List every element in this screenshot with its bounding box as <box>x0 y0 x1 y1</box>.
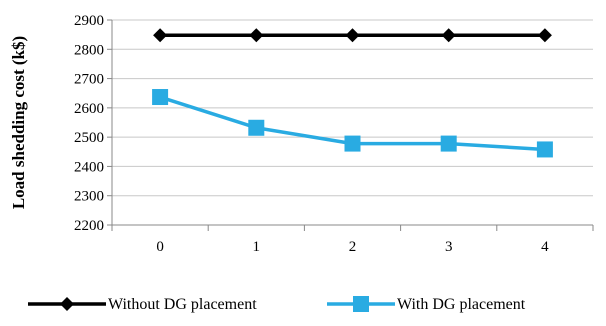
y-tick-label: 2600 <box>74 101 104 117</box>
axes <box>107 19 594 231</box>
x-tick-label: 2 <box>349 239 357 255</box>
gridlines <box>112 19 593 197</box>
x-tick-labels: 0 1 2 3 4 <box>156 239 549 255</box>
legend-marker <box>60 297 74 311</box>
data-point <box>441 28 456 43</box>
legend-item-1: With DG placement <box>327 296 526 313</box>
x-tick-label: 1 <box>253 239 261 255</box>
y-tick-label: 2800 <box>74 42 104 58</box>
x-tick-label: 3 <box>445 239 453 255</box>
y-tick-label: 2500 <box>74 130 104 146</box>
data-point <box>152 89 169 106</box>
y-tick-label: 2900 <box>74 13 104 29</box>
y-tick-label: 2400 <box>74 159 104 175</box>
legend-label: Without DG placement <box>108 296 257 313</box>
data-point <box>248 119 265 136</box>
legend-item-0: Without DG placement <box>28 296 257 313</box>
legend-marker <box>353 296 369 312</box>
data-point <box>440 135 457 152</box>
x-tick-label: 4 <box>541 239 549 255</box>
legend-label: With DG placement <box>397 296 526 313</box>
y-tick-label: 2700 <box>74 72 104 88</box>
data-point <box>345 28 360 43</box>
y-tick-label: 2200 <box>74 218 104 234</box>
series-0 <box>153 28 552 43</box>
data-point <box>344 135 361 152</box>
data-point <box>537 28 552 43</box>
y-tick-labels: 2200 2300 2400 2500 2600 2700 2800 2900 <box>74 13 104 234</box>
y-tick-label: 2300 <box>74 189 104 205</box>
data-point <box>249 28 264 43</box>
data-point <box>153 28 168 43</box>
series-group <box>152 28 553 158</box>
y-axis-label: Load shedding cost (k$) <box>9 36 28 209</box>
data-point <box>536 141 553 158</box>
legend: Without DG placement With DG placement <box>28 296 526 313</box>
series-1 <box>152 89 553 158</box>
x-tick-label: 0 <box>156 239 164 255</box>
